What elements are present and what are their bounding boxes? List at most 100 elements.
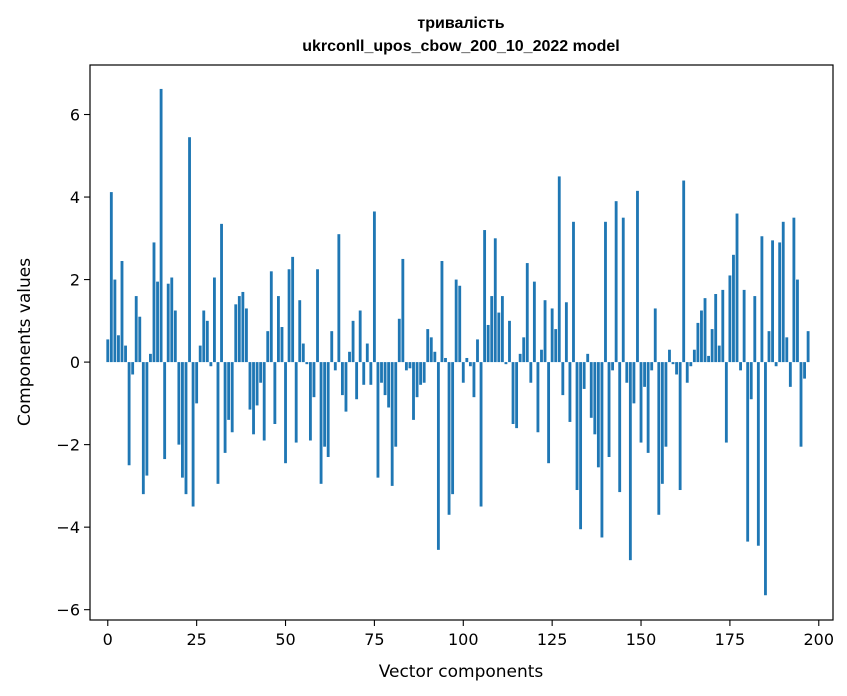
bar-187	[771, 240, 774, 363]
y-tick-label: 4	[70, 188, 80, 207]
bar-70	[355, 362, 359, 400]
bar-139	[600, 362, 604, 538]
bar-84	[404, 362, 408, 371]
bar-76	[376, 362, 380, 478]
bar-189	[778, 242, 782, 363]
bar-16	[163, 362, 167, 460]
bar-8	[134, 296, 138, 363]
bar-68	[348, 351, 351, 363]
bar-197	[806, 331, 810, 363]
y-tick-label: −2	[56, 436, 80, 455]
bar-54	[298, 300, 302, 363]
bar-113	[508, 320, 511, 363]
bar-116	[518, 353, 522, 363]
bar-107	[486, 324, 490, 363]
bar-168	[703, 298, 707, 363]
bar-188	[774, 362, 778, 367]
bar-37	[237, 296, 241, 363]
bar-180	[746, 362, 750, 542]
bar-96	[447, 362, 451, 515]
bar-20	[177, 362, 181, 445]
bar-117	[522, 337, 526, 363]
x-tick-label: 150	[626, 630, 657, 649]
x-tick-label: 75	[364, 630, 384, 649]
bar-85	[408, 362, 412, 369]
bar-145	[621, 217, 625, 363]
bar-124	[547, 362, 551, 464]
bar-191	[785, 337, 789, 363]
bar-86	[412, 362, 415, 420]
bar-32	[220, 223, 223, 363]
bar-155	[657, 362, 661, 515]
bar-181	[749, 362, 753, 400]
bar-158	[668, 349, 671, 363]
bar-100	[461, 362, 465, 383]
bar-150	[639, 362, 643, 443]
bar-12	[149, 353, 152, 363]
bar-183	[756, 362, 760, 546]
bar-34	[227, 362, 231, 420]
bar-90	[426, 329, 430, 363]
bar-131	[572, 221, 575, 363]
bar-128	[561, 362, 565, 396]
bar-167	[700, 310, 703, 363]
bar-123	[543, 300, 547, 363]
bar-48	[276, 296, 280, 363]
bar-136	[589, 362, 593, 418]
x-axis-label: Vector components	[379, 662, 544, 682]
bar-193	[792, 217, 796, 363]
y-tick-label: 2	[70, 271, 80, 290]
bar-4	[120, 261, 124, 363]
bar-39	[244, 308, 248, 363]
bar-114	[511, 362, 515, 424]
bar-147	[628, 362, 632, 561]
bar-105	[479, 362, 483, 507]
bar-110	[497, 312, 501, 363]
bar-78	[383, 362, 387, 396]
bar-178	[739, 362, 742, 371]
bar-153	[650, 362, 654, 371]
bar-171	[714, 294, 718, 363]
bar-169	[707, 355, 710, 363]
x-tick-label: 0	[103, 630, 113, 649]
bar-137	[593, 362, 597, 435]
bar-59	[316, 269, 319, 363]
bar-63	[330, 331, 334, 363]
bar-135	[586, 353, 590, 363]
bar-72	[362, 362, 366, 385]
y-axis-label: Components values	[15, 258, 35, 426]
bar-5	[124, 345, 127, 363]
bar-140	[604, 221, 607, 363]
bar-111	[500, 296, 504, 363]
bar-174	[724, 362, 728, 443]
bar-151	[643, 362, 647, 387]
bar-125	[550, 308, 554, 363]
bar-2	[113, 279, 117, 363]
bar-74	[369, 362, 373, 385]
bar-129	[564, 302, 568, 363]
bar-134	[582, 362, 586, 389]
bar-121	[536, 362, 540, 433]
bar-118	[525, 263, 529, 363]
bar-143	[614, 201, 618, 363]
bar-122	[540, 349, 543, 363]
y-axis-ticks: −6 −4 −2 0 2 4 6	[56, 106, 90, 620]
bar-40	[248, 362, 252, 410]
x-tick-label: 100	[448, 630, 479, 649]
bar-87	[415, 362, 419, 398]
bar-23	[188, 137, 191, 363]
bar-99	[458, 285, 462, 363]
x-tick-label: 200	[804, 630, 835, 649]
bar-195	[799, 362, 803, 447]
y-tick-label: 0	[70, 353, 80, 372]
y-tick-label: −4	[56, 518, 80, 537]
bar-45	[266, 331, 270, 363]
bar-62	[326, 362, 330, 458]
plot-frame	[89, 64, 834, 621]
bar-108	[490, 296, 494, 363]
bar-179	[742, 289, 746, 363]
x-tick-label: 50	[275, 630, 295, 649]
bar-75	[372, 211, 376, 363]
bar-50	[284, 362, 287, 464]
